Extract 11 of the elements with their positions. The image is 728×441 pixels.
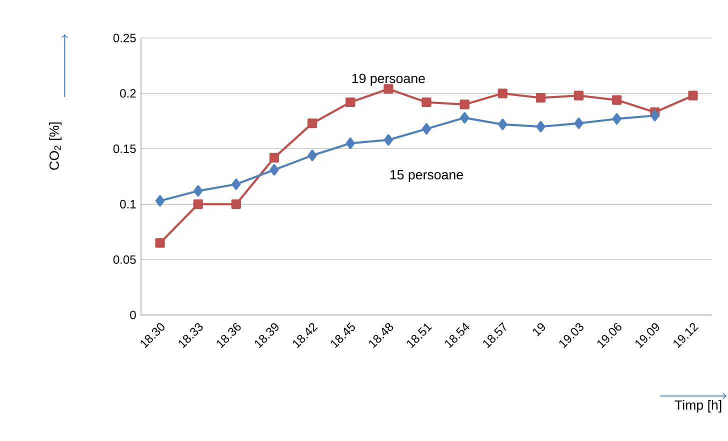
- y-tick-label: 0.1: [120, 200, 136, 208]
- y-axis-title: CO$_{2}$ [%]: [49, 122, 62, 170]
- x-axis-title: Timp [h]: [674, 400, 722, 412]
- y-tick-label: 0.15: [113, 144, 136, 154]
- x-tick-label: 19: [533, 323, 545, 336]
- y-tick-label: 0: [130, 310, 136, 320]
- series-label: 15 persoane: [390, 170, 463, 182]
- y-tick-label: 0.2: [120, 89, 136, 98]
- series-label: 19 persoane: [352, 74, 425, 86]
- y-tick-label: 0.05: [113, 255, 136, 264]
- y-tick-label: 0.25: [113, 34, 136, 42]
